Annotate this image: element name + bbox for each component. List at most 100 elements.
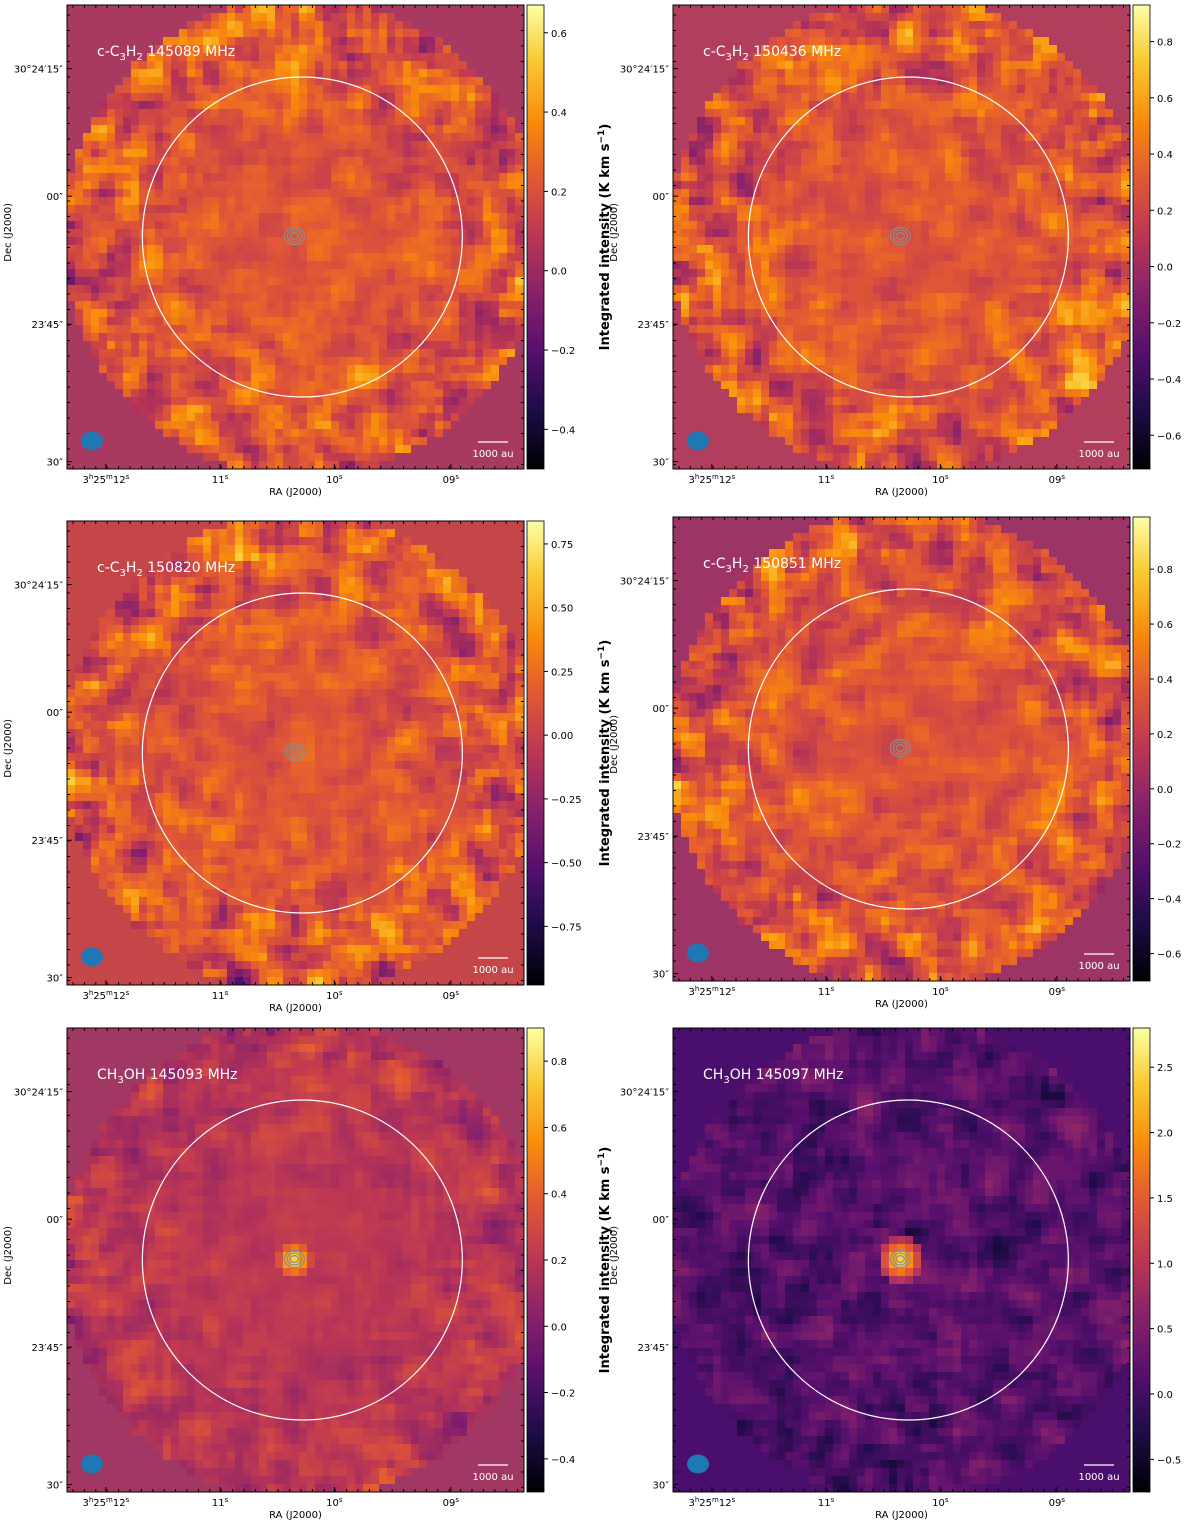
intensity-map: [67, 1028, 524, 1492]
panel-title: c-C3H2 150436 MHz: [703, 44, 841, 63]
source-contour: [892, 741, 908, 755]
field-circle: [747, 1099, 1069, 1421]
y-axis-label: Dec (J2000): [609, 1226, 620, 1285]
beam-ellipse: [687, 431, 709, 451]
source-contour: [892, 229, 908, 243]
colorbar-tick-label: 0.6: [551, 1123, 567, 1134]
y-tick-label: 30°24′15″: [620, 577, 669, 588]
plot-frame: [66, 520, 525, 986]
intensity-map: [673, 517, 1130, 981]
colorbar-tick-label: −0.25: [551, 795, 582, 806]
x-axis-label: RA (J2000): [875, 999, 928, 1010]
intensity-map: [673, 1028, 1130, 1492]
intensity-map: [67, 521, 524, 985]
source-contour: [895, 1254, 905, 1263]
plot-frame: [672, 4, 1131, 470]
y-tick-label: 30°24′15″: [14, 581, 63, 592]
x-axis-label: RA (J2000): [875, 487, 928, 498]
colorbar-tick-label: −0.75: [551, 922, 582, 933]
colorbar: 0.80.60.40.20.0−0.2−0.4−0.6Integrated in…: [1132, 4, 1181, 470]
beam-ellipse: [687, 1454, 709, 1474]
y-tick-label: 23′45″: [32, 836, 64, 847]
colorbar-tick-label: 0.4: [551, 1190, 567, 1201]
colorbar-tick-label: 0.75: [551, 540, 573, 551]
intensity-map: [673, 5, 1130, 469]
field-circle: [747, 588, 1069, 910]
plot-frame: [672, 1027, 1131, 1493]
colorbar-tick-label: 0.0: [1157, 263, 1173, 274]
y-tick-label: 00″: [47, 192, 64, 203]
y-tick-label: 30°24′15″: [14, 1088, 63, 1099]
source-contour: [895, 743, 905, 752]
y-tick-label: 30°24′15″: [14, 65, 63, 76]
colorbar-tick-label: 0.0: [551, 267, 567, 278]
y-tick-label: 30″: [653, 458, 670, 469]
colorbar-tick-label: 0.8: [1157, 38, 1173, 49]
y-tick-label: 30″: [47, 974, 64, 985]
plot-frame: [66, 1027, 525, 1493]
y-tick-label: 30″: [653, 1481, 670, 1492]
x-tick-label: 09s: [443, 1496, 460, 1509]
colorbar-tick-label: −0.4: [1157, 895, 1181, 906]
x-axis-label: RA (J2000): [269, 487, 322, 498]
colorbar-tick-label: 0.0: [1157, 1390, 1173, 1401]
scale-bar-label: 1000 au: [1078, 1472, 1119, 1483]
source-contour: [895, 232, 905, 241]
source-contour: [283, 226, 305, 246]
x-tick-label: 3h25m12s: [82, 1496, 129, 1509]
colorbar-tick-label: 0.2: [1157, 206, 1173, 217]
y-axis-label: Dec (J2000): [3, 719, 14, 778]
colorbar: 0.75 0.50 0.25 0.00 −0.25 −0.50 −0.75 Integrate…: [526, 520, 613, 986]
field-circle: [141, 1099, 463, 1421]
x-tick-label: 11s: [818, 1496, 835, 1509]
source-contour: [892, 1252, 908, 1266]
source-contour: [889, 1249, 911, 1269]
beam-ellipse: [687, 943, 709, 963]
panel-2: 1000 au c-C3H2 150436 MHz 30°24′15″ 00″ 23′4…: [609, 4, 1181, 498]
colorbar-tick-label: −0.5: [1157, 1455, 1181, 1466]
x-tick-label: 09s: [1049, 473, 1066, 486]
x-tick-label: 11s: [212, 989, 229, 1002]
colorbar-tick-label: 0.2: [551, 1256, 567, 1267]
x-tick-label: 10s: [932, 1496, 949, 1509]
colorbar-tick-label: −0.2: [551, 346, 575, 357]
y-axis-label: Dec (J2000): [3, 1226, 14, 1285]
panel-5: 1000 au CH3OH 145093 MHz 30°24′15″ 00″ 23′45…: [3, 1027, 613, 1521]
colorbar-tick-label: 0.0: [1157, 785, 1173, 796]
y-axis-label: Dec (J2000): [609, 203, 620, 262]
y-tick-label: 00″: [47, 1215, 64, 1226]
panel-title: c-C3H2 150851 MHz: [703, 556, 841, 575]
y-tick-label: 00″: [653, 192, 670, 203]
colorbar-tick-label: 0.4: [551, 108, 567, 119]
y-tick-label: 00″: [47, 708, 64, 719]
y-tick-label: 00″: [653, 1215, 670, 1226]
x-tick-label: 3h25m12s: [688, 473, 735, 486]
source-contour: [289, 1254, 299, 1263]
x-tick-label: 3h25m12s: [82, 473, 129, 486]
colorbar: 0.8 0.6 0.4 0.2 0.0 −0.2 −0.4 Integrated intens…: [526, 1027, 613, 1493]
colorbar-tick-label: 0.4: [1157, 675, 1173, 686]
x-tick-label: 11s: [212, 1496, 229, 1509]
colorbar-tick-label: 0.8: [551, 1057, 567, 1068]
y-tick-label: 30°24′15″: [620, 65, 669, 76]
source-contour: [889, 226, 911, 246]
colorbar-tick-label: 2.0: [1157, 1129, 1173, 1140]
colorbar-gradient: [526, 1027, 545, 1493]
panel-1: 1000 au c-C3H2 145089 MHz 30°24′15″ 00″ 23′4…: [3, 4, 613, 498]
panel-6: 1000 au CH3OH 145097 MHz 30°24′15″ 00″ 23′45…: [609, 1027, 1181, 1521]
colorbar-tick-label: 0.50: [551, 604, 573, 615]
colorbar-tick-label: 0.0: [551, 1322, 567, 1333]
colorbar-tick-label: 1.5: [1157, 1194, 1173, 1205]
colorbar-tick-label: −0.2: [1157, 319, 1181, 330]
x-tick-label: 3h25m12s: [82, 989, 129, 1002]
x-tick-label: 11s: [818, 985, 835, 998]
y-tick-label: 30″: [47, 458, 64, 469]
colorbar-tick-label: 0.4: [1157, 150, 1173, 161]
y-tick-label: 23′45″: [638, 832, 670, 843]
source-contour: [286, 745, 302, 759]
colorbar-tick-label: −0.6: [1157, 431, 1181, 442]
plot-frame: [66, 4, 525, 470]
beam-ellipse: [81, 947, 103, 967]
